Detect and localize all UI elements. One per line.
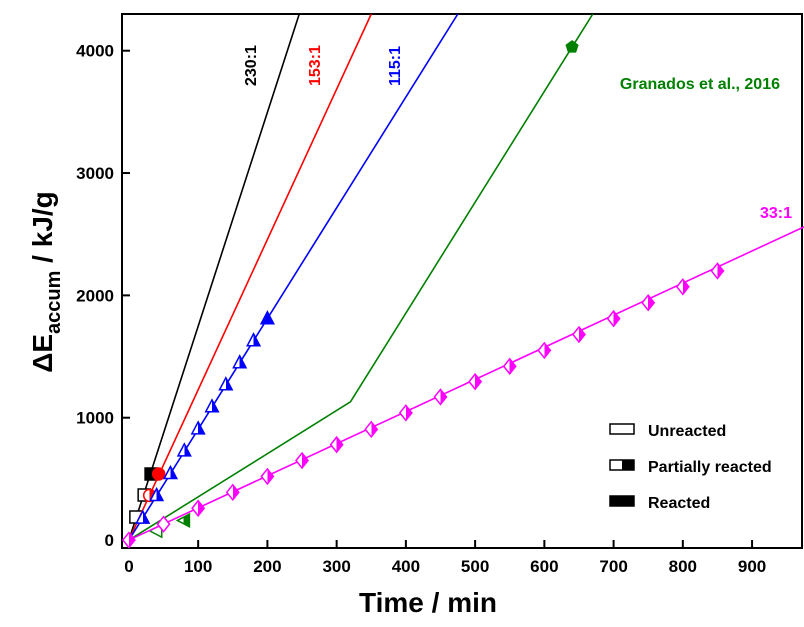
data-point bbox=[502, 357, 517, 376]
data-point bbox=[232, 354, 248, 369]
data-point bbox=[295, 451, 309, 470]
series-line bbox=[128, 14, 372, 541]
legend-label: Reacted bbox=[648, 495, 710, 512]
data-point bbox=[259, 310, 275, 325]
x-tick-label: 800 bbox=[669, 557, 697, 576]
x-tick-label: 500 bbox=[461, 557, 489, 576]
x-tick-label: 100 bbox=[184, 557, 212, 576]
y-tick-label: 4000 bbox=[76, 42, 114, 61]
series-label: 153:1 bbox=[307, 45, 324, 86]
data-point bbox=[606, 309, 621, 328]
data-point bbox=[162, 464, 179, 480]
x-tick-label: 900 bbox=[738, 557, 766, 576]
data-point bbox=[135, 509, 151, 524]
plot-frame bbox=[121, 13, 803, 549]
x-tick-label: 400 bbox=[392, 557, 420, 576]
series-label: 230:1 bbox=[243, 45, 260, 86]
data-point bbox=[260, 467, 275, 486]
data-point bbox=[433, 388, 448, 406]
series-line bbox=[128, 226, 804, 541]
series-line bbox=[128, 14, 459, 541]
x-tick-label: 700 bbox=[599, 557, 627, 576]
series-label: 33:1 bbox=[760, 205, 792, 222]
x-tick-label: 300 bbox=[322, 557, 350, 576]
data-point bbox=[565, 40, 579, 53]
data-point bbox=[246, 332, 262, 347]
data-point bbox=[149, 486, 165, 502]
plot-area bbox=[122, 14, 804, 548]
data-point bbox=[175, 512, 191, 529]
y-axis-label: ΔEaccum / kJ/g bbox=[27, 191, 65, 373]
data-point bbox=[204, 398, 220, 413]
data-point bbox=[675, 278, 690, 296]
data-point bbox=[190, 420, 206, 435]
x-tick-label: 0 bbox=[124, 557, 133, 576]
data-point bbox=[710, 262, 725, 280]
series-label: 115:1 bbox=[387, 46, 404, 86]
y-tick-label: 3000 bbox=[76, 164, 114, 183]
data-point bbox=[572, 325, 586, 344]
data-point bbox=[468, 372, 483, 391]
y-label-unit: / kJ/g bbox=[27, 191, 58, 270]
data-point bbox=[122, 531, 136, 548]
legend-marker bbox=[609, 459, 635, 471]
data-point bbox=[156, 515, 171, 533]
data-point bbox=[537, 341, 552, 360]
y-tick-label: 0 bbox=[105, 531, 114, 550]
data-point bbox=[364, 420, 379, 439]
legend-marker bbox=[609, 423, 635, 435]
legend-label: Partially reacted bbox=[648, 459, 772, 476]
y-tick-label: 1000 bbox=[76, 409, 114, 428]
data-point bbox=[398, 404, 413, 422]
series-label: Granados et al., 2016 bbox=[620, 76, 780, 93]
data-point bbox=[225, 483, 240, 502]
data-point bbox=[329, 435, 344, 454]
data-point bbox=[641, 294, 656, 312]
data-point bbox=[151, 467, 166, 481]
series-line bbox=[128, 14, 594, 541]
x-tick-label: 600 bbox=[530, 557, 558, 576]
y-label-main: ΔE bbox=[27, 334, 58, 373]
data-point bbox=[176, 442, 192, 457]
legend-label: Unreacted bbox=[648, 423, 726, 440]
data-point bbox=[191, 499, 206, 517]
y-label-sub: accum bbox=[43, 271, 65, 334]
x-axis-label: Time / min bbox=[359, 587, 497, 618]
x-tick-label: 200 bbox=[253, 557, 281, 576]
y-tick-label: 2000 bbox=[76, 286, 114, 305]
legend-marker bbox=[609, 495, 635, 507]
series-line bbox=[128, 14, 301, 541]
data-point bbox=[218, 376, 234, 391]
